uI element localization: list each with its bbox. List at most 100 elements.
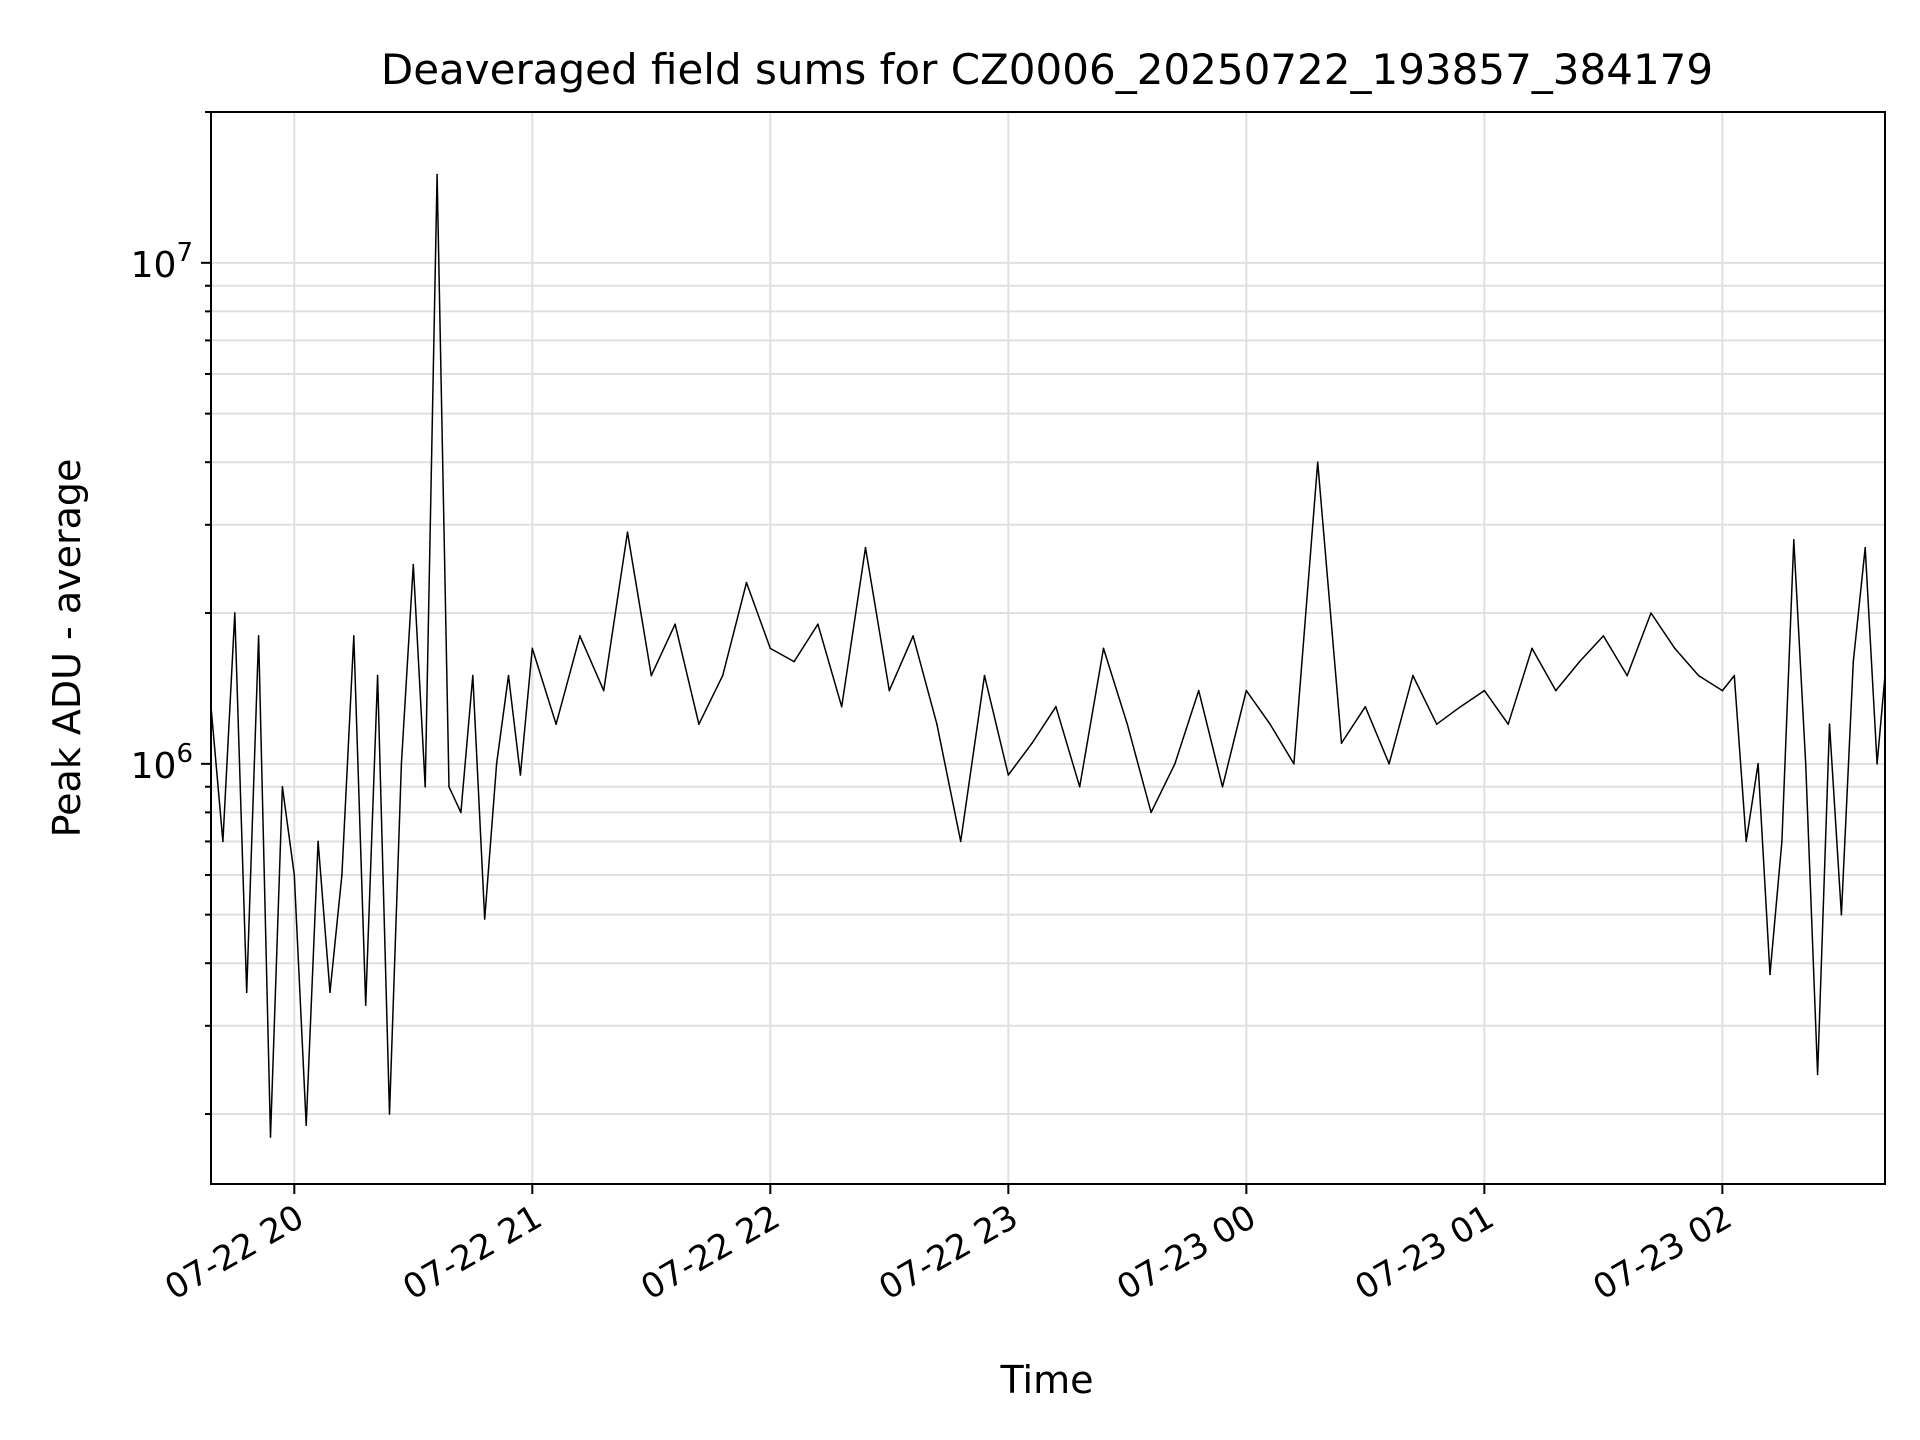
data-point xyxy=(1055,705,1057,708)
data-point xyxy=(269,1136,272,1138)
data-point xyxy=(1459,705,1462,708)
data-point xyxy=(698,723,700,725)
chart-title: Deaveraged field sums for CZ0006_2025072… xyxy=(381,45,1713,94)
data-point xyxy=(1031,742,1033,744)
data-point xyxy=(495,763,498,765)
data-point xyxy=(1650,612,1652,614)
data-point xyxy=(1781,840,1783,843)
data-point xyxy=(864,546,867,549)
data-point xyxy=(1007,774,1010,776)
data-point xyxy=(817,623,819,625)
data-point xyxy=(793,660,795,663)
data-point xyxy=(281,786,284,788)
data-point xyxy=(1876,763,1878,765)
data-point xyxy=(602,689,605,692)
data-point xyxy=(1840,913,1843,916)
data-point xyxy=(579,635,581,637)
data-point xyxy=(936,723,938,725)
y-axis-ticks: 106 107 xyxy=(131,111,211,1116)
y-tick-exponent: 7 xyxy=(176,238,193,268)
data-point xyxy=(1757,763,1759,765)
data-point xyxy=(1697,674,1700,677)
data-point xyxy=(555,723,557,725)
data-point xyxy=(1828,723,1831,725)
data-point xyxy=(1221,786,1224,788)
x-axis-label: Time xyxy=(1000,1358,1094,1402)
data-point xyxy=(519,774,522,776)
data-point xyxy=(1126,723,1129,725)
data-point xyxy=(1674,647,1676,650)
data-point xyxy=(483,918,486,920)
data-point xyxy=(388,1113,391,1115)
data-point xyxy=(983,674,986,677)
data-point xyxy=(436,173,438,176)
data-point xyxy=(507,674,510,677)
data-point xyxy=(769,647,772,650)
series-layer xyxy=(210,173,1886,1138)
data-point xyxy=(674,623,676,625)
data-point xyxy=(234,612,236,614)
data-point xyxy=(1412,674,1414,677)
data-point xyxy=(1174,763,1176,765)
y-tick-label: 106 xyxy=(131,739,193,787)
data-point xyxy=(626,531,629,533)
data-point xyxy=(745,581,748,584)
data-point xyxy=(840,705,843,708)
data-point xyxy=(1340,742,1343,744)
data-point xyxy=(376,674,379,677)
data-point xyxy=(1364,705,1367,708)
data-point xyxy=(460,811,462,814)
data-point xyxy=(1793,539,1795,541)
data-point xyxy=(1293,763,1295,765)
data-point xyxy=(305,1124,308,1126)
data-point xyxy=(1852,660,1855,663)
y-tick-label: 107 xyxy=(131,238,193,286)
data-point xyxy=(1197,689,1200,692)
data-point xyxy=(1578,660,1581,663)
data-point xyxy=(341,874,343,876)
data-point xyxy=(1102,647,1105,650)
data-point xyxy=(329,991,331,994)
data-point xyxy=(1804,763,1807,765)
data-point xyxy=(400,763,403,765)
data-point xyxy=(1078,786,1081,788)
data-point xyxy=(1864,546,1866,549)
data-point xyxy=(1721,689,1724,692)
data-point xyxy=(1269,723,1271,725)
data-point xyxy=(472,674,474,677)
data-point xyxy=(912,635,914,637)
data-point xyxy=(1769,973,1771,976)
data-point xyxy=(245,991,248,994)
data-point xyxy=(1245,689,1248,692)
data-point xyxy=(650,674,653,677)
data-point xyxy=(1483,689,1486,692)
data-point xyxy=(1435,723,1438,725)
data-point xyxy=(222,840,224,843)
data-point xyxy=(1816,1073,1819,1076)
data-point xyxy=(1626,674,1628,677)
data-point xyxy=(448,786,450,788)
data-point xyxy=(888,689,891,692)
data-point xyxy=(1507,723,1509,725)
y-tick-exponent: 6 xyxy=(176,739,193,769)
data-point xyxy=(1602,635,1605,637)
data-point xyxy=(353,635,355,637)
data-point xyxy=(531,647,534,650)
data-point xyxy=(317,840,319,843)
series-line-0 xyxy=(210,173,1886,1138)
data-point xyxy=(293,874,296,876)
data-point xyxy=(721,674,724,677)
y-axis-label: Peak ADU - average xyxy=(45,459,89,838)
plot-frame xyxy=(210,111,1886,1185)
data-point xyxy=(1531,647,1533,650)
data-point xyxy=(959,840,962,843)
data-point xyxy=(1555,689,1557,692)
data-point xyxy=(412,563,415,566)
data-point xyxy=(424,786,427,788)
data-point xyxy=(1733,674,1736,677)
data-point xyxy=(1745,840,1747,843)
data-point xyxy=(1150,811,1152,814)
data-point xyxy=(257,635,260,637)
